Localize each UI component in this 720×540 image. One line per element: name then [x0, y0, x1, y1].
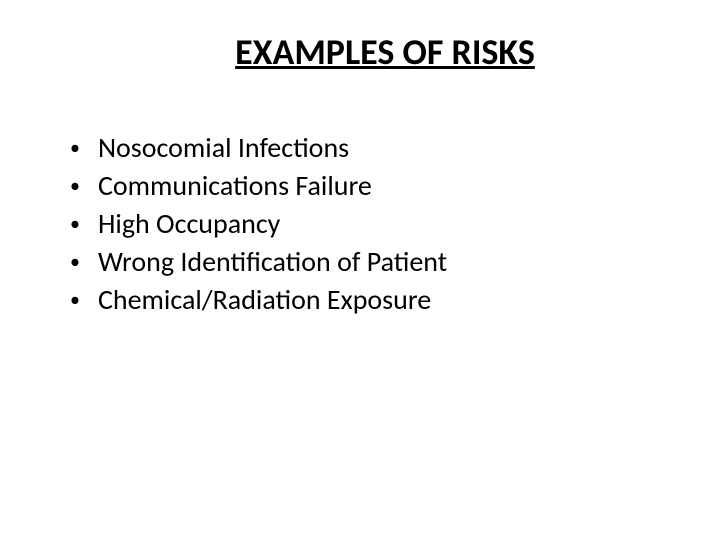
list-item: • Wrong Identification of Patient — [70, 243, 670, 281]
bullet-list: • Nosocomial Infections • Communications… — [50, 129, 670, 319]
bullet-icon: • — [70, 281, 80, 319]
bullet-icon: • — [70, 205, 80, 243]
list-item: • Communications Failure — [70, 167, 670, 205]
bullet-text: High Occupancy — [98, 205, 670, 243]
bullet-text: Chemical/Radiation Exposure — [98, 281, 670, 319]
bullet-icon: • — [70, 129, 80, 167]
slide-container: EXAMPLES OF RISKS • Nosocomial Infection… — [0, 0, 720, 540]
slide-title: EXAMPLES OF RISKS — [100, 30, 670, 74]
bullet-text: Nosocomial Infections — [98, 129, 670, 167]
list-item: • High Occupancy — [70, 205, 670, 243]
list-item: • Nosocomial Infections — [70, 129, 670, 167]
list-item: • Chemical/Radiation Exposure — [70, 281, 670, 319]
bullet-icon: • — [70, 243, 80, 281]
bullet-icon: • — [70, 167, 80, 205]
bullet-text: Wrong Identification of Patient — [98, 243, 670, 281]
bullet-text: Communications Failure — [98, 167, 670, 205]
